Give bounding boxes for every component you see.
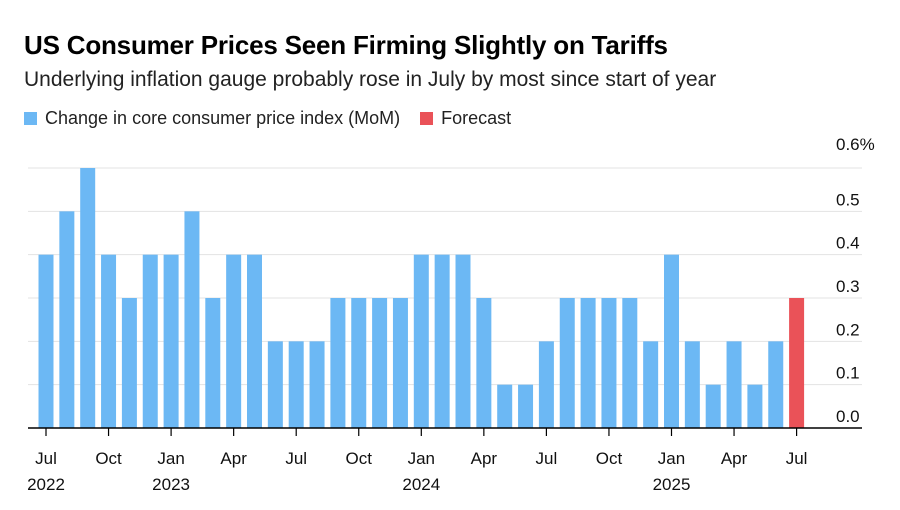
bar xyxy=(184,211,200,428)
bar xyxy=(101,254,117,428)
x-tick-label-month: Oct xyxy=(95,449,122,468)
bar xyxy=(392,298,408,428)
bar xyxy=(705,384,721,428)
bar xyxy=(142,254,158,428)
y-tick-label: 0.6% xyxy=(836,135,875,154)
x-tick-label-month: Jan xyxy=(157,449,184,468)
y-tick-label: 0.2 xyxy=(836,320,860,339)
bar xyxy=(121,298,137,428)
bar xyxy=(643,341,659,428)
bar xyxy=(38,254,54,428)
bar xyxy=(664,254,679,428)
x-tick-label-month: Jan xyxy=(408,449,435,468)
legend-swatch-forecast xyxy=(420,112,434,125)
x-tick-label-month: Jul xyxy=(536,449,558,468)
bar xyxy=(434,254,450,428)
bar xyxy=(455,254,471,428)
bar xyxy=(601,298,617,428)
y-tick-label: 0.5 xyxy=(836,190,860,209)
bar xyxy=(59,211,75,428)
bar xyxy=(267,341,283,428)
bar xyxy=(226,254,242,428)
legend-label-core-cpi: Change in core consumer price index (MoM… xyxy=(45,108,401,128)
chart-title: US Consumer Prices Seen Firming Slightly… xyxy=(24,30,668,60)
x-tick-label-month: Apr xyxy=(471,449,498,468)
bar xyxy=(684,341,700,428)
y-tick-labels: 0.0 0.1 0.2 0.3 0.4 0.5 0.6% xyxy=(836,135,875,426)
x-tick-label-year: 2025 xyxy=(653,475,691,494)
x-tick-label-month: Jul xyxy=(786,449,808,468)
y-tick-label: 0.1 xyxy=(836,364,860,383)
bar xyxy=(518,384,534,428)
bar-forecast xyxy=(789,298,805,428)
y-tick-label: 0.4 xyxy=(836,234,860,253)
x-tick-label-month: Jan xyxy=(658,449,685,468)
axis-layer xyxy=(28,427,862,436)
bar xyxy=(309,341,325,428)
legend-swatch-core-cpi xyxy=(24,112,37,125)
bars-layer xyxy=(38,168,805,428)
x-tick-label-year: 2024 xyxy=(402,475,440,494)
x-tick-label-month: Apr xyxy=(220,449,247,468)
x-tick-label-month: Oct xyxy=(346,449,373,468)
bar xyxy=(205,298,221,428)
x-tick-label-month: Apr xyxy=(721,449,748,468)
bar xyxy=(726,341,742,428)
bar xyxy=(80,168,96,428)
bar xyxy=(476,298,492,428)
bar xyxy=(330,298,346,428)
bar xyxy=(580,298,596,428)
bar xyxy=(351,298,367,428)
x-tick-label-month: Oct xyxy=(596,449,623,468)
bar xyxy=(163,254,179,428)
bar xyxy=(622,298,638,428)
bar xyxy=(288,341,304,428)
x-tick-labels: Jul 2022 Oct Jan 2023 Apr Jul Oct Jan 2024 Apr Jul O… xyxy=(27,449,807,494)
bar xyxy=(247,254,262,428)
bar xyxy=(559,298,575,428)
bar xyxy=(747,384,763,428)
chart-subtitle: Underlying inflation gauge probably rose… xyxy=(24,68,717,91)
x-tick-label-month: Jul xyxy=(285,449,307,468)
bar xyxy=(372,298,388,428)
bar xyxy=(538,341,554,428)
y-tick-label: 0.3 xyxy=(836,277,860,296)
legend-label-forecast: Forecast xyxy=(441,108,512,128)
bar xyxy=(497,384,513,428)
legend-entry-forecast: Forecast xyxy=(420,108,511,129)
y-tick-label: 0.0 xyxy=(836,407,860,426)
x-tick-label-month: Jul xyxy=(35,449,57,468)
x-tick-label-year: 2023 xyxy=(152,475,190,494)
bar xyxy=(768,341,784,428)
legend: Change in core consumer price index (MoM… xyxy=(24,108,531,129)
x-tick-label-year: 2022 xyxy=(27,475,65,494)
legend-entry-core-cpi: Change in core consumer price index (MoM… xyxy=(24,108,400,129)
bar xyxy=(413,254,429,428)
